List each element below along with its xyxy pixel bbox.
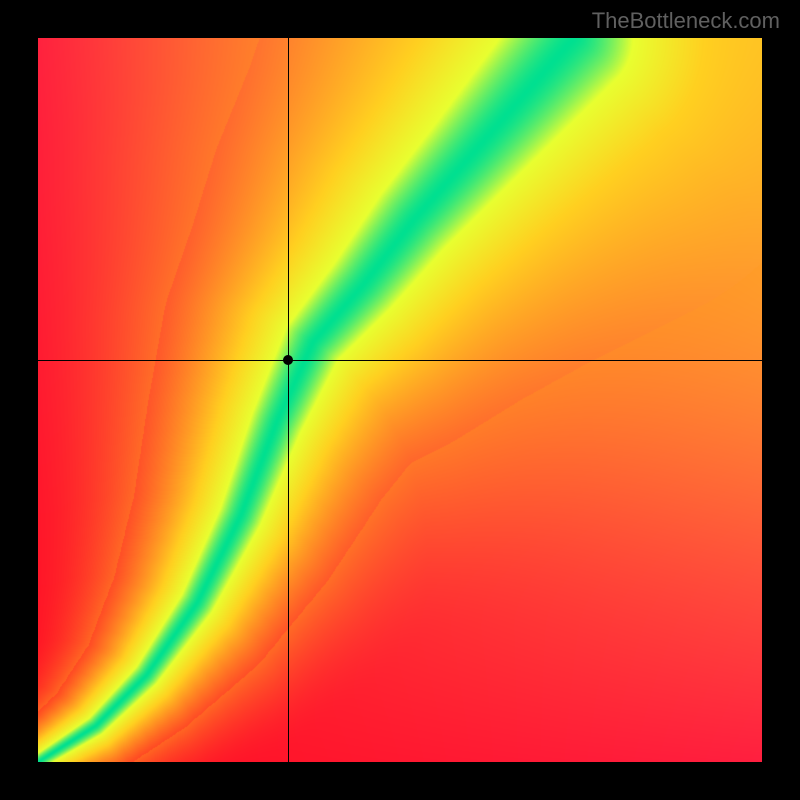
bottleneck-marker bbox=[283, 355, 293, 365]
crosshair-vertical bbox=[288, 38, 289, 762]
chart-container: TheBottleneck.com bbox=[0, 0, 800, 800]
heatmap-canvas bbox=[38, 38, 762, 762]
watermark-text: TheBottleneck.com bbox=[592, 8, 780, 34]
plot-area bbox=[38, 38, 762, 762]
crosshair-horizontal bbox=[38, 360, 762, 361]
